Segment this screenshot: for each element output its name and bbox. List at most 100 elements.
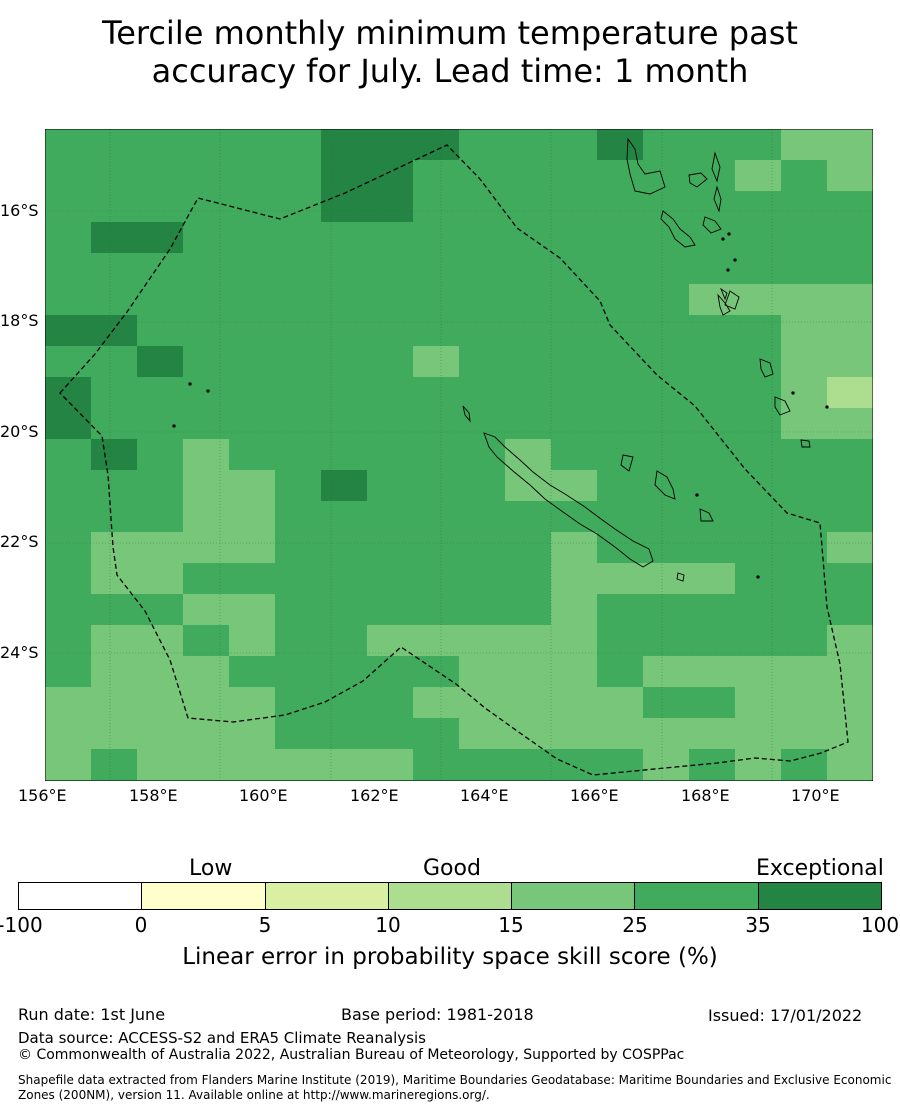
grid-cell	[367, 625, 459, 656]
grid-cell	[459, 625, 597, 687]
grid-cell	[183, 470, 229, 501]
graticule	[45, 129, 873, 781]
lat-label-18s: 18°S	[0, 311, 39, 330]
grid-cell	[689, 284, 873, 315]
colorbar-swatch	[142, 883, 266, 909]
grid-cell	[827, 129, 873, 160]
lon-label-156e: 156°E	[18, 786, 67, 805]
grid-cell	[183, 501, 275, 532]
colorbar-tick: -100	[0, 913, 43, 937]
islet	[825, 405, 829, 409]
title-line-2: accuracy for July. Lead time: 1 month	[151, 52, 749, 90]
colorbar-tick: 5	[258, 913, 272, 937]
grid-cell	[597, 687, 643, 749]
island-outline	[711, 151, 721, 183]
grid-cells	[45, 129, 873, 780]
grid-cell	[781, 129, 827, 160]
grid-cell	[321, 129, 413, 222]
base-period: Base period: 1981-2018	[341, 1005, 534, 1024]
island-outline	[717, 293, 731, 316]
islet	[727, 232, 731, 236]
colorbar-swatch	[512, 883, 636, 909]
data-source: Data source: ACCESS-S2 and ERA5 Climate …	[18, 1029, 426, 1047]
colorbar-swatch	[265, 883, 389, 909]
eez-boundary	[59, 144, 849, 776]
skill-map	[45, 129, 873, 781]
grid-cell	[413, 749, 597, 780]
shapefile-credit-2: Zones (200NM), version 11. Available onl…	[18, 1088, 490, 1102]
islet	[791, 391, 795, 395]
grid-cell	[137, 749, 229, 780]
colorbar-swatch	[388, 883, 513, 909]
grid-cell	[91, 222, 183, 253]
island-outline	[800, 439, 811, 448]
copyright: © Commonwealth of Australia 2022, Austra…	[18, 1047, 685, 1063]
island-outline	[724, 290, 740, 310]
grid-cell	[183, 532, 275, 563]
colorbar-label: Linear error in probability space skill …	[182, 944, 718, 970]
island-outline	[483, 432, 654, 568]
island-outline	[713, 185, 722, 213]
grid-cell	[321, 687, 413, 718]
grid-cell	[689, 749, 735, 780]
colorbar-tick: 0	[134, 913, 148, 937]
grid-cell	[183, 594, 275, 625]
islet	[721, 237, 725, 241]
grid-cell	[45, 377, 91, 439]
islet	[756, 575, 760, 579]
title-line-1: Tercile monthly minimum temperature past	[102, 14, 798, 52]
island-outline	[626, 137, 666, 195]
island-outlines	[172, 137, 829, 582]
colorbar-tick: 25	[622, 913, 648, 937]
lon-label-168e: 168°E	[681, 786, 730, 805]
grid-cell	[551, 532, 597, 625]
grid-cell	[229, 687, 275, 749]
grid-cell	[597, 563, 735, 594]
colorbar-swatch	[19, 883, 143, 909]
grid-cell	[827, 625, 873, 656]
islet	[188, 382, 192, 386]
grid-cell	[413, 129, 459, 160]
islet	[206, 389, 210, 393]
skill-map-canvas	[45, 129, 873, 781]
lon-label-170e: 170°E	[791, 786, 840, 805]
grid-cell	[45, 315, 137, 346]
islet	[733, 258, 737, 262]
grid-cell	[505, 439, 551, 470]
map-title: Tercile monthly minimum temperature past…	[0, 14, 900, 90]
lon-label-160e: 160°E	[239, 786, 288, 805]
lat-label-22s: 22°S	[0, 532, 39, 551]
island-outline	[660, 210, 696, 248]
grid-cell	[781, 749, 827, 780]
issued-date: Issued: 17/01/2022	[708, 1006, 863, 1025]
lon-label-158e: 158°E	[129, 786, 178, 805]
island-outline	[702, 216, 722, 234]
grid-cell	[735, 160, 781, 191]
grid-cell	[459, 687, 597, 718]
grid-cell	[183, 439, 229, 470]
grid-cell	[137, 346, 183, 377]
island-outline	[774, 396, 791, 416]
grid-cell	[275, 656, 321, 718]
grid-cell	[91, 625, 183, 656]
colorbar-swatch	[635, 883, 759, 909]
islet	[172, 424, 176, 428]
lon-label-162e: 162°E	[350, 786, 399, 805]
grid-cell	[413, 687, 459, 718]
lon-label-164e: 164°E	[460, 786, 509, 805]
islet	[695, 493, 699, 497]
lon-label-166e: 166°E	[570, 786, 619, 805]
colorbar	[18, 882, 882, 910]
island-outline	[688, 172, 708, 188]
island-outline	[620, 454, 634, 472]
shapefile-credit-1: Shapefile data extracted from Flanders M…	[18, 1073, 892, 1087]
category-good: Good	[423, 856, 481, 881]
colorbar-tick: 35	[745, 913, 771, 937]
run-date: Run date: 1st June	[18, 1005, 166, 1024]
lat-label-16s: 16°S	[0, 201, 39, 220]
grid-cell	[735, 656, 873, 687]
category-exceptional: Exceptional	[756, 856, 884, 881]
grid-cell	[91, 532, 183, 594]
island-outline	[699, 508, 714, 522]
island-outline	[676, 572, 685, 582]
